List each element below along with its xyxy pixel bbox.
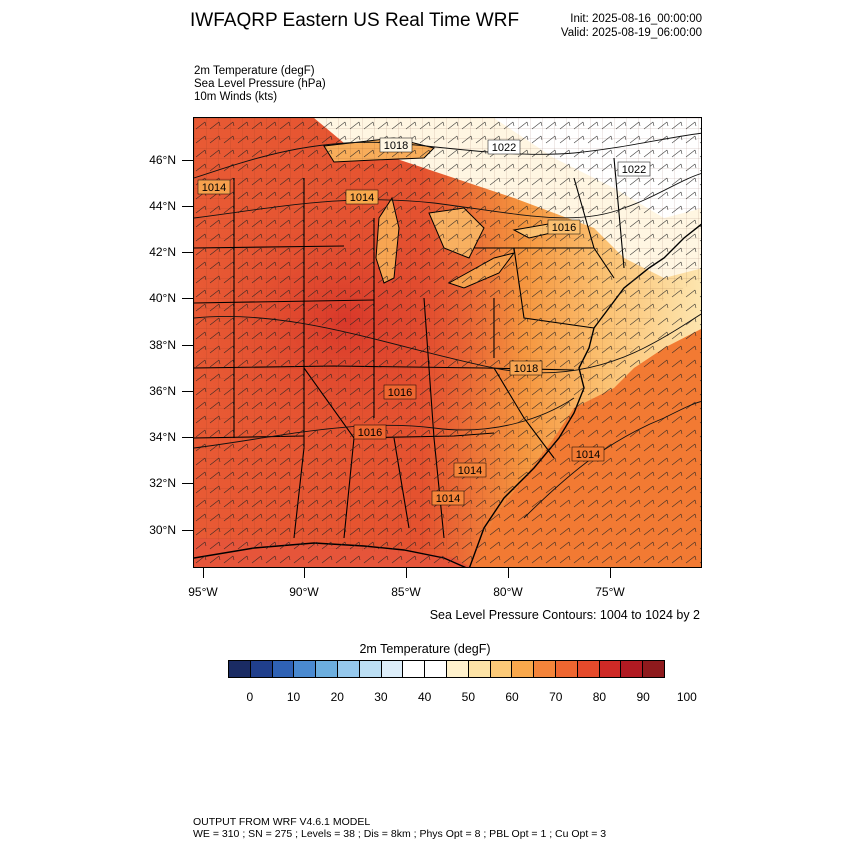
lat-tick — [182, 530, 193, 531]
lat-tick — [182, 206, 193, 207]
colorbar-label: 90 — [636, 690, 650, 704]
svg-text:1016: 1016 — [358, 427, 382, 439]
lat-label: 36°N — [149, 384, 176, 398]
colorbar-label: 20 — [330, 690, 344, 704]
pressure-label: 1022 — [487, 139, 521, 155]
pressure-label: 1016 — [383, 384, 417, 400]
colorbar-segment — [468, 661, 491, 677]
footer-model: OUTPUT FROM WRF V4.6.1 MODEL — [193, 816, 371, 828]
lat-label: 32°N — [149, 476, 176, 490]
pressure-label-group: 1018 1022 1022 1014 1014 1016 — [197, 137, 651, 506]
colorbar-label: 80 — [592, 690, 607, 704]
svg-text:1022: 1022 — [622, 164, 646, 176]
svg-text:1018: 1018 — [384, 140, 408, 152]
colorbar-segment — [425, 661, 447, 677]
lon-tick — [610, 568, 611, 578]
colorbar-label: 50 — [461, 690, 476, 704]
colorbar-label: 40 — [417, 690, 432, 704]
colorbar-segment — [490, 661, 513, 677]
lat-label: 46°N — [149, 153, 176, 167]
colorbar-label: 60 — [505, 690, 519, 704]
svg-text:1014: 1014 — [350, 192, 374, 204]
colorbar-segment — [577, 661, 600, 677]
lat-label: 30°N — [149, 523, 176, 537]
lat-label: 38°N — [149, 338, 176, 352]
colorbar-segment — [403, 661, 426, 677]
lat-label: 44°N — [149, 199, 176, 213]
svg-text:1014: 1014 — [576, 449, 600, 461]
svg-text:1022: 1022 — [492, 142, 516, 154]
pressure-label: 1016 — [547, 219, 581, 235]
colorbar-segment — [272, 661, 295, 677]
colorbar-label: 100 — [676, 690, 697, 704]
contour-note: Sea Level Pressure Contours: 1004 to 102… — [429, 608, 700, 622]
colorbar-segment — [294, 661, 317, 677]
lon-tick — [406, 568, 407, 578]
lon-label: 95°W — [188, 585, 218, 599]
valid-time: Valid: 2025-08-19_06:00:00 — [560, 27, 702, 39]
colorbar-segment — [534, 661, 556, 677]
map-canvas: 1018 1022 1022 1014 1014 1016 — [194, 118, 701, 567]
pressure-label: 1014 — [453, 462, 487, 478]
svg-text:1018: 1018 — [514, 363, 538, 375]
colorbar-segment — [316, 661, 338, 677]
lat-label: 42°N — [149, 245, 176, 259]
variable-winds: 10m Winds (kts) — [194, 91, 278, 103]
pressure-label: 1016 — [353, 424, 387, 440]
lat-label: 34°N — [149, 430, 176, 444]
svg-text:1014: 1014 — [458, 465, 482, 477]
colorbar-segment — [621, 661, 644, 677]
lon-tick — [508, 568, 509, 578]
colorbar-segment — [599, 661, 622, 677]
lon-tick — [304, 568, 305, 578]
pressure-label: 1018 — [509, 360, 543, 376]
colorbar-title: 2m Temperature (degF) — [359, 642, 491, 656]
pressure-label: 1014 — [431, 490, 465, 506]
colorbar-label: 0 — [246, 690, 254, 704]
lat-tick — [182, 252, 193, 253]
svg-text:1014: 1014 — [202, 182, 226, 194]
pressure-label: 1022 — [617, 161, 651, 177]
colorbar-label: 30 — [374, 690, 388, 704]
colorbar-segment — [359, 661, 382, 677]
colorbar-segment — [229, 661, 251, 677]
init-time: Init: 2025-08-16_00:00:00 — [570, 13, 702, 25]
variable-pressure: Sea Level Pressure (hPa) — [194, 78, 326, 90]
colorbar-segment — [337, 661, 360, 677]
pressure-label: 1014 — [571, 446, 605, 462]
lon-label: 85°W — [391, 585, 421, 599]
footer-config: WE = 310 ; SN = 275 ; Levels = 38 ; Dis … — [193, 828, 607, 840]
map-title: IWFAQRP Eastern US Real Time WRF — [190, 10, 520, 31]
pressure-label: 1014 — [345, 189, 379, 205]
colorbar-segment — [446, 661, 469, 677]
colorbar-segment — [555, 661, 578, 677]
pressure-label: 1018 — [379, 137, 413, 153]
variable-temperature: 2m Temperature (degF) — [194, 65, 315, 77]
svg-text:1016: 1016 — [552, 222, 576, 234]
svg-text:1014: 1014 — [436, 493, 460, 505]
lat-tick — [182, 391, 193, 392]
colorbar — [228, 660, 665, 678]
lat-tick — [182, 345, 193, 346]
lat-tick — [182, 483, 193, 484]
lat-tick — [182, 437, 193, 438]
lat-tick — [182, 298, 193, 299]
svg-text:1016: 1016 — [388, 387, 412, 399]
colorbar-label: 70 — [549, 690, 563, 704]
lon-label: 90°W — [289, 585, 319, 599]
colorbar-segment — [381, 661, 404, 677]
pressure-contours — [194, 132, 701, 519]
colorbar-label: 10 — [286, 690, 301, 704]
lat-label: 40°N — [149, 291, 176, 305]
colorbar-segment — [250, 661, 273, 677]
colorbar-segment — [643, 661, 664, 677]
lon-label: 75°W — [595, 585, 625, 599]
map-panel: 1018 1022 1022 1014 1014 1016 — [193, 117, 702, 568]
colorbar-segment — [512, 661, 535, 677]
pressure-label: 1014 — [197, 179, 231, 195]
lat-tick — [182, 160, 193, 161]
lon-tick — [203, 568, 204, 578]
lon-label: 80°W — [493, 585, 523, 599]
